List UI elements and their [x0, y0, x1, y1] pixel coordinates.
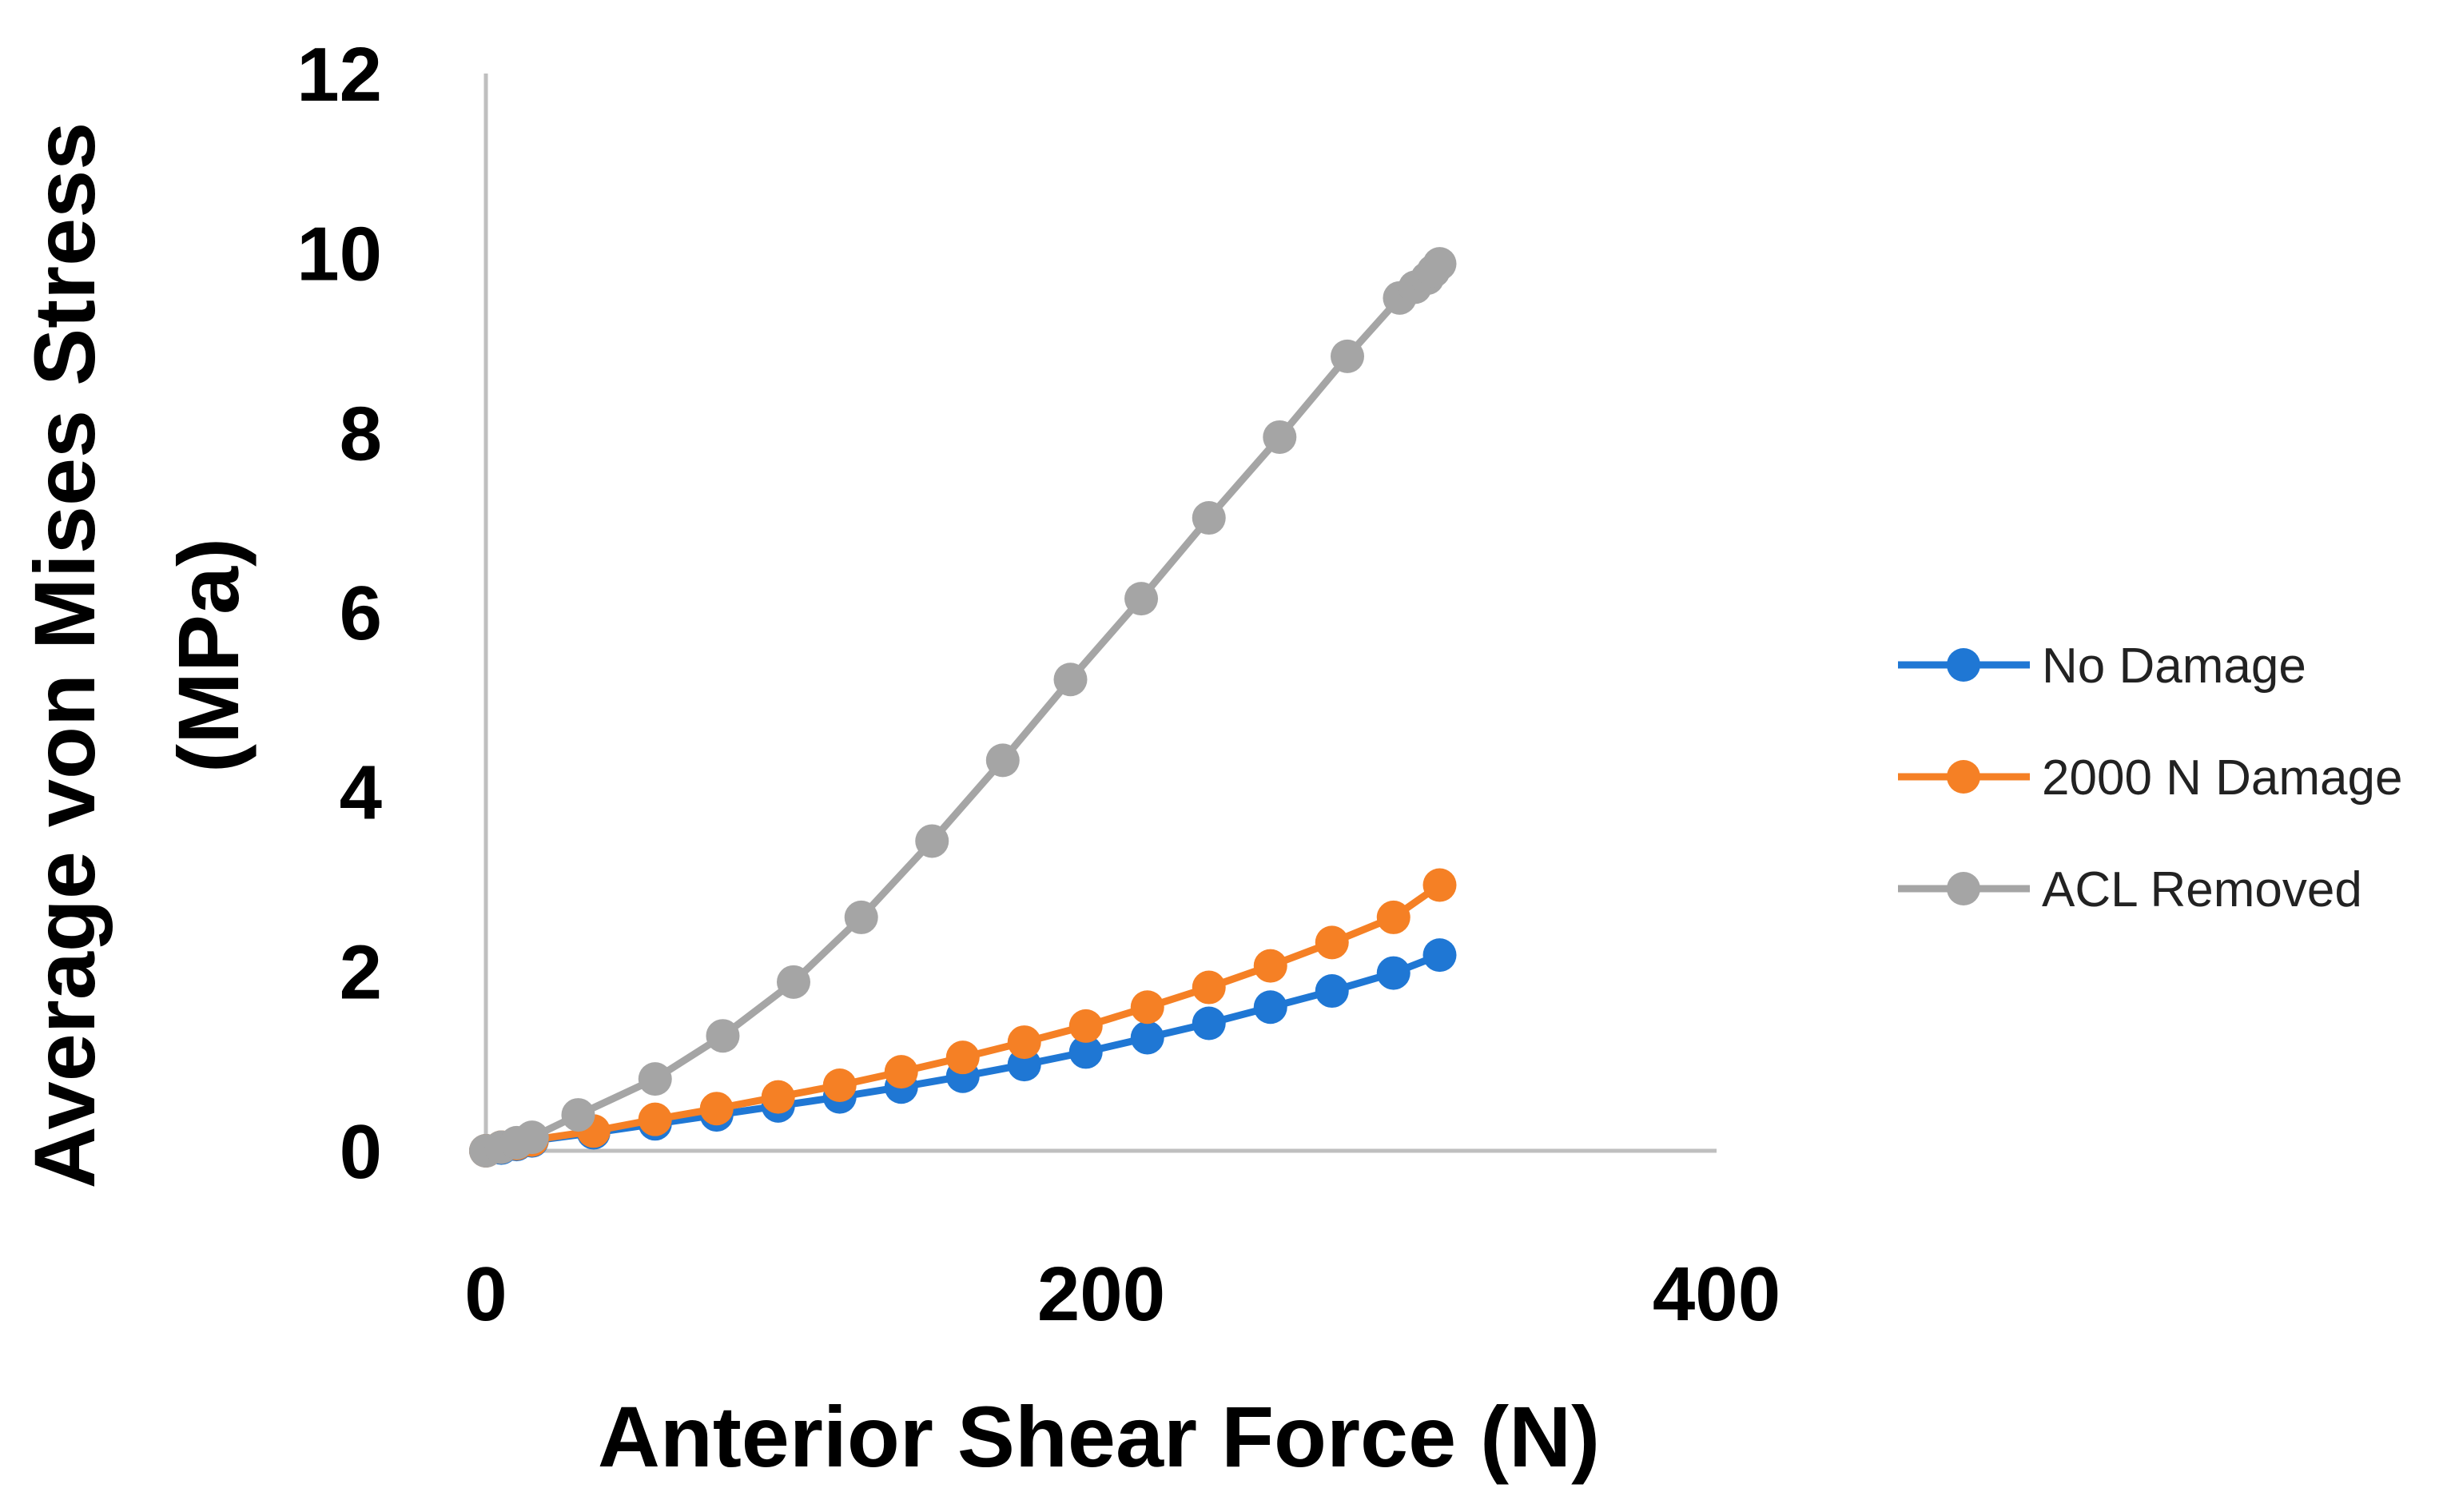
- legend-marker: [1947, 760, 1980, 794]
- x-tick-label: 400: [1653, 1251, 1781, 1337]
- y-tick-label: 2: [340, 929, 382, 1015]
- data-point-no-damage: [1068, 1035, 1103, 1069]
- legend-label: 2000 N Damage: [2042, 750, 2403, 806]
- y-axis-title-line-2: (MPa): [160, 538, 257, 773]
- y-tick-label: 12: [296, 32, 382, 117]
- data-point-acl-removed: [844, 900, 878, 934]
- data-point-no-damage: [1130, 1021, 1164, 1055]
- data-point-acl-removed: [985, 743, 1020, 778]
- legend-label: ACL Removed: [2042, 862, 2362, 917]
- chart-axes: [483, 74, 1717, 1153]
- data-point-acl-removed: [915, 824, 949, 858]
- data-point-acl-removed: [515, 1120, 549, 1155]
- data-point-acl-removed: [1422, 247, 1457, 281]
- data-point-no-damage: [1422, 938, 1457, 973]
- data-point-acl-removed: [1263, 420, 1297, 454]
- data-point-acl-removed: [777, 965, 810, 999]
- data-point-acl-removed: [638, 1062, 672, 1096]
- data-point-2000-n-damage: [1068, 1009, 1103, 1043]
- data-point-acl-removed: [1331, 339, 1364, 373]
- data-point-2000-n-damage: [1253, 949, 1287, 983]
- data-point-2000-n-damage: [1130, 990, 1164, 1025]
- data-point-2000-n-damage: [761, 1080, 795, 1114]
- series-2000-n-damage: [469, 868, 1457, 1168]
- data-point-2000-n-damage: [699, 1092, 734, 1126]
- y-tick-label: 10: [296, 212, 382, 297]
- y-axis-title: Average von Mises Stress (MPa): [16, 122, 257, 1189]
- legend-item-no-damage: No Damage: [1898, 639, 2306, 694]
- series-line-acl-removed: [482, 260, 1443, 1155]
- data-point-acl-removed: [1124, 582, 1159, 616]
- y-tick-labels: 0 2 4 6 8 10 12: [296, 32, 382, 1195]
- x-axis-title: Anterior Shear Force (N): [598, 1388, 1600, 1485]
- data-point-no-damage: [1253, 990, 1287, 1025]
- data-point-2000-n-damage: [1192, 970, 1226, 1005]
- y-tick-label: 4: [340, 750, 382, 836]
- data-point-acl-removed: [561, 1098, 595, 1132]
- legend: No Damage 2000 N Damage ACL Removed: [1898, 639, 2403, 917]
- y-tick-label: 6: [340, 571, 382, 656]
- data-point-2000-n-damage: [822, 1068, 857, 1102]
- data-point-2000-n-damage: [1376, 900, 1410, 934]
- legend-item-acl-removed: ACL Removed: [1898, 862, 2362, 917]
- series-acl-removed: [469, 247, 1457, 1168]
- x-tick-labels: 0 200 400: [464, 1251, 1781, 1337]
- x-tick-label: 0: [464, 1251, 507, 1337]
- data-point-no-damage: [1376, 956, 1410, 990]
- data-point-acl-removed: [1053, 662, 1088, 697]
- data-point-2000-n-damage: [1422, 868, 1457, 902]
- data-point-2000-n-damage: [945, 1040, 980, 1075]
- data-point-acl-removed: [706, 1019, 740, 1053]
- series-line-2000-n-damage: [482, 881, 1443, 1155]
- data-point-2000-n-damage: [1315, 925, 1349, 960]
- legend-item-2000-n-damage: 2000 N Damage: [1898, 750, 2403, 806]
- data-point-no-damage: [1315, 974, 1349, 1009]
- x-tick-label: 200: [1037, 1251, 1165, 1337]
- data-point-2000-n-damage: [1007, 1025, 1041, 1060]
- data-point-2000-n-damage: [638, 1102, 672, 1136]
- data-point-no-damage: [1192, 1006, 1226, 1040]
- legend-label: No Damage: [2042, 639, 2306, 694]
- y-tick-label: 0: [340, 1109, 382, 1195]
- y-tick-label: 8: [340, 391, 382, 476]
- legend-marker: [1947, 872, 1980, 905]
- y-axis-title-line-1: Average von Mises Stress: [16, 122, 113, 1189]
- legend-marker: [1947, 648, 1980, 682]
- data-point-2000-n-damage: [884, 1055, 918, 1089]
- series-layer: [469, 247, 1457, 1168]
- data-point-acl-removed: [1192, 501, 1226, 535]
